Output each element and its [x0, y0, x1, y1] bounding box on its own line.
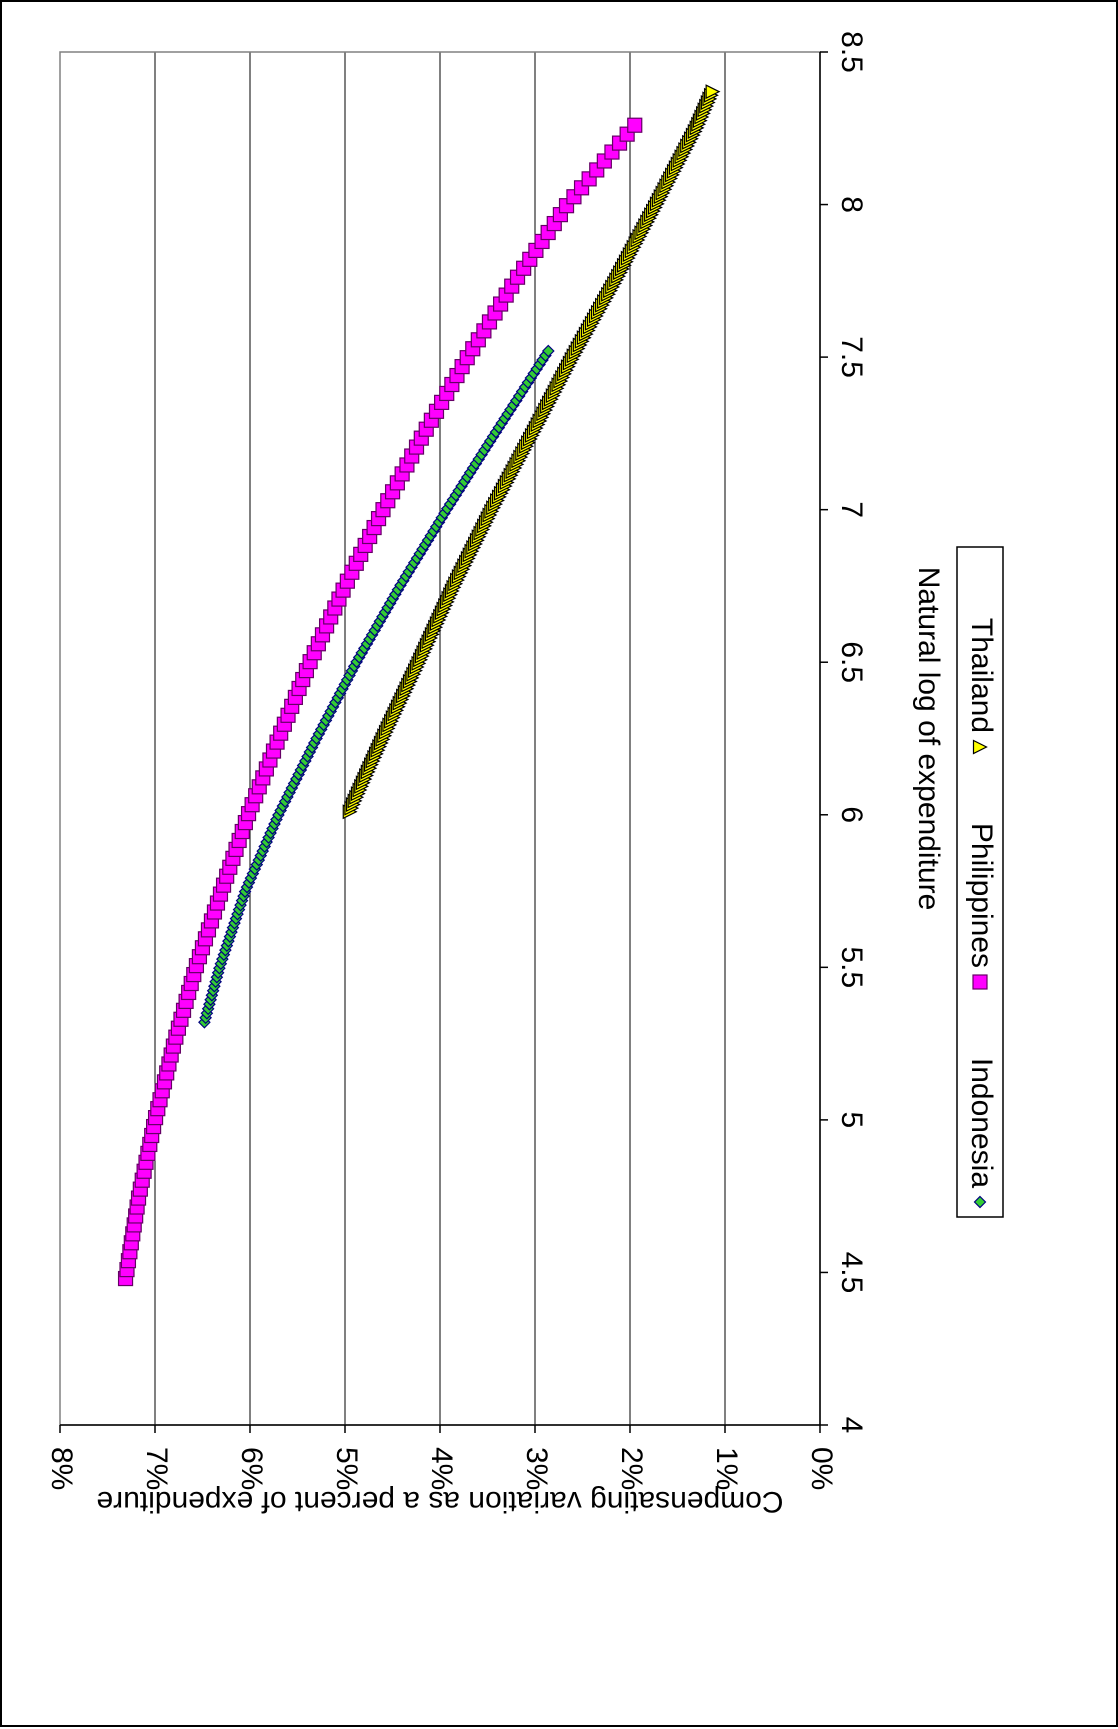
x-tick-label: 6 — [835, 806, 868, 823]
x-tick-label: 4.5 — [835, 1252, 868, 1294]
y-tick-label: 2% — [615, 1447, 648, 1490]
x-tick-label: 6.5 — [835, 641, 868, 683]
legend-item-indonesia: Indonesia — [965, 1058, 998, 1209]
y-tick-label: 0% — [805, 1447, 838, 1490]
data-point — [627, 117, 643, 133]
y-axis-title: Compensating variation as a percent of e… — [96, 1485, 783, 1518]
legend-label: Thailand — [965, 618, 998, 733]
y-tick-label: 3% — [520, 1447, 553, 1490]
x-tick-label: 8.5 — [835, 31, 868, 73]
legend-marker — [973, 1195, 987, 1209]
x-tick-label: 5.5 — [835, 946, 868, 988]
legend-box — [956, 546, 1004, 1218]
legend-item-philippines: Philippines — [965, 823, 998, 990]
y-tick-label: 7% — [140, 1447, 173, 1490]
y-tick-label: 1% — [710, 1447, 743, 1490]
legend-item-thailand: Thailand — [965, 618, 998, 755]
plot-area — [59, 51, 821, 1426]
x-tick-label: 8 — [835, 196, 868, 213]
series-philippines — [117, 117, 643, 1287]
x-tick-label: 4 — [835, 1417, 868, 1434]
data-point — [705, 84, 721, 100]
y-tick-label: 4% — [425, 1447, 458, 1490]
y-axis: 0% 1% 2% 3% 4% 5% 6% 7% 8% — [45, 1424, 838, 1490]
data-point — [541, 344, 555, 358]
y-tick-label: 8% — [45, 1447, 78, 1490]
x-tick-label: 7.5 — [835, 336, 868, 378]
legend-marker — [972, 974, 988, 990]
x-axis: 4 4.5 5 5.5 6 6.5 7 7.5 8 8.5 — [819, 31, 868, 1434]
series-thailand — [342, 84, 721, 820]
legend-marker — [972, 739, 988, 755]
x-axis-title: Natural log of expenditure — [912, 567, 945, 911]
y-tick-label: 6% — [235, 1447, 268, 1490]
legend-label: Indonesia — [965, 1058, 998, 1188]
series-indonesia — [198, 344, 555, 1029]
x-tick-label: 7 — [835, 501, 868, 518]
x-tick-label: 5 — [835, 1112, 868, 1129]
y-tick-label: 5% — [330, 1447, 363, 1490]
legend: Indonesia Philippines Thailand — [956, 546, 1004, 1218]
legend-label: Philippines — [965, 823, 998, 968]
series-layer — [117, 84, 721, 1287]
